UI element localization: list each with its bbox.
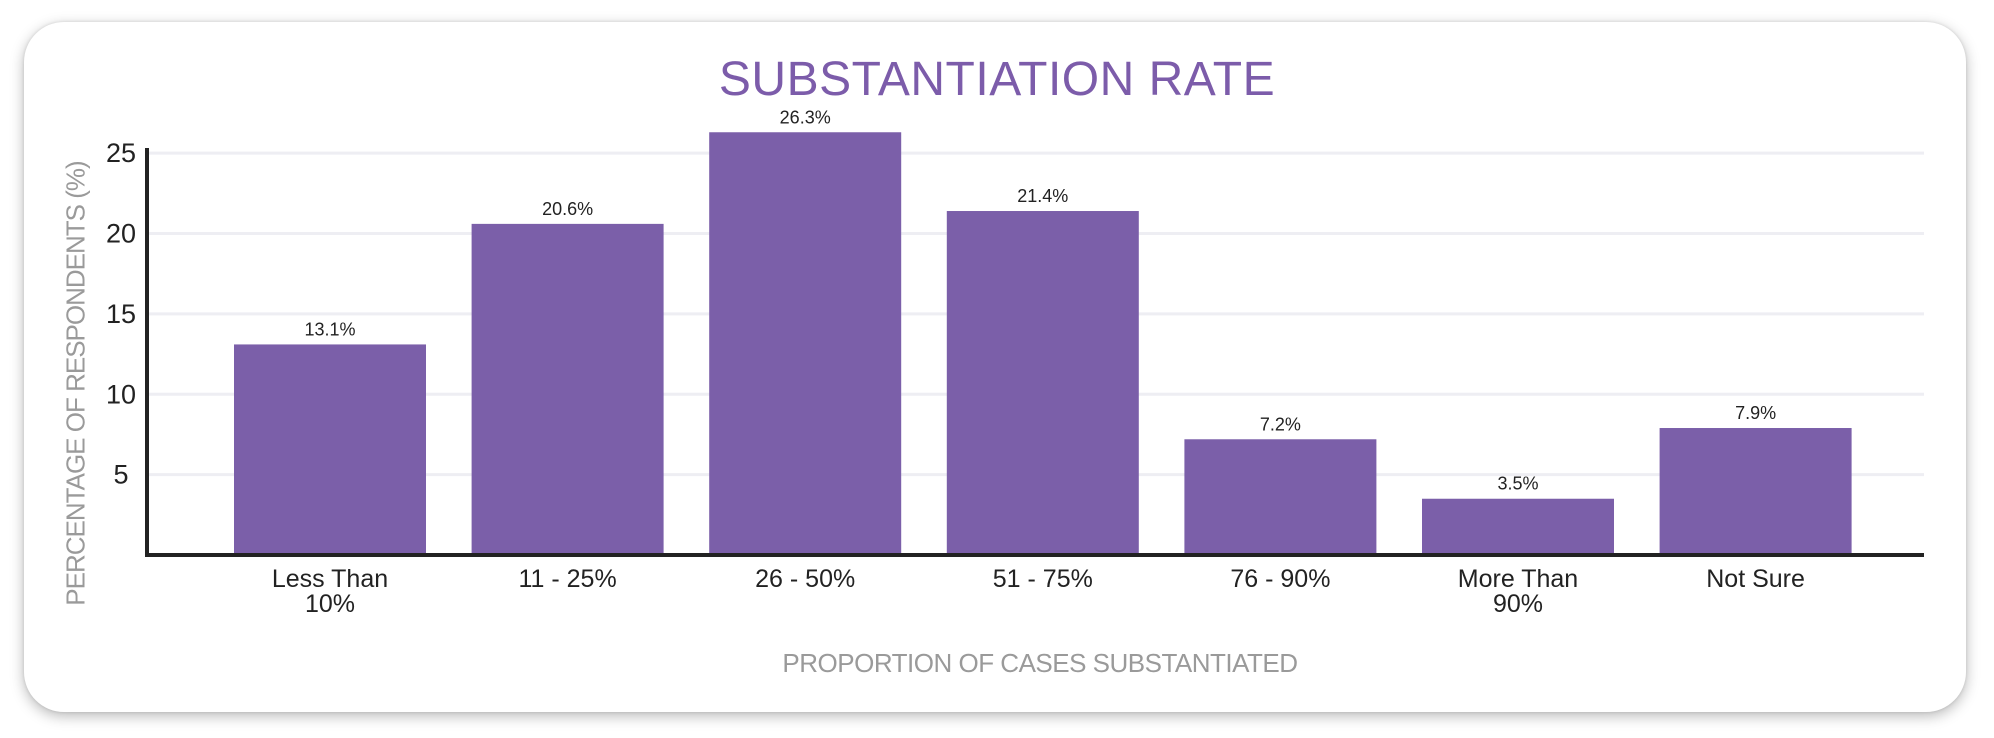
data-label: 21.4% [1017,186,1068,206]
x-tick-label-line: 26 - 50% [755,565,855,593]
data-label: 7.9% [1735,403,1776,423]
y-tick-label: 10 [106,379,136,409]
x-tick-label: 76 - 90% [1230,565,1330,593]
x-axis-title: PROPORTION OF CASES SUBSTANTIATED [782,648,1298,678]
data-label: 20.6% [542,199,593,219]
data-label: 13.1% [304,319,355,339]
x-tick-label-line: Less Than [272,565,388,593]
bar [946,211,1139,555]
y-tick-label: 5 [113,460,128,490]
y-tick-label: 20 [106,219,136,249]
data-label: 3.5% [1497,474,1538,494]
x-tick-label: Not Sure [1706,565,1805,593]
bar [471,223,664,555]
x-tick-label-line: 10% [305,590,355,618]
y-tick-label: 25 [106,138,136,168]
x-tick-label-line: Not Sure [1706,565,1805,593]
data-label: 7.2% [1260,414,1301,434]
bar [1184,439,1377,555]
bar [234,344,426,555]
x-tick-label: Less Than 10% [272,565,388,618]
x-tick-label-line: 90% [1493,590,1543,618]
x-tick-label-line: 51 - 75% [993,565,1093,593]
x-tick-label: 51 - 75% [993,565,1093,593]
data-label: 26.3% [780,107,831,127]
x-tick-label-line: 76 - 90% [1230,565,1330,593]
axis-line [145,148,1924,557]
chart-title: SUBSTANTIATION RATE [718,53,1276,106]
x-tick-label: 26 - 50% [755,565,855,593]
x-tick-label-line: 11 - 25% [518,565,616,593]
bar [709,132,902,556]
x-tick-label: 11 - 25% [518,565,616,593]
x-tick-label-line: More Than [1458,565,1578,593]
x-tick-label: More Than 90% [1458,565,1578,618]
bar [1422,498,1614,555]
bar [1659,428,1852,555]
y-tick-label: 15 [106,299,136,329]
